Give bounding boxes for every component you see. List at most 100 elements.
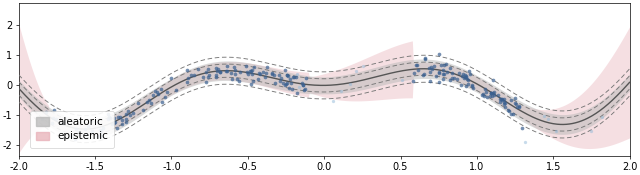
- Point: [445, 79, 456, 82]
- Point: [260, 75, 271, 78]
- Point: [152, 90, 162, 93]
- Point: [419, 57, 429, 60]
- Point: [110, 121, 120, 124]
- Point: [506, 112, 516, 115]
- Point: [203, 68, 213, 71]
- Point: [58, 122, 68, 125]
- Point: [440, 63, 451, 65]
- Point: [497, 98, 507, 101]
- Point: [211, 75, 221, 78]
- Point: [428, 68, 438, 71]
- Point: [289, 76, 299, 79]
- Point: [234, 80, 244, 83]
- Point: [419, 72, 429, 75]
- Point: [125, 114, 135, 117]
- Point: [229, 66, 239, 68]
- Point: [48, 117, 58, 120]
- Point: [120, 112, 131, 115]
- Point: [162, 91, 172, 93]
- Point: [438, 72, 448, 75]
- Point: [120, 120, 131, 123]
- Point: [543, 118, 553, 121]
- Point: [351, 70, 361, 73]
- Point: [280, 68, 291, 71]
- Point: [468, 86, 478, 89]
- Point: [268, 72, 278, 75]
- Point: [230, 69, 240, 71]
- Point: [227, 77, 237, 80]
- Point: [596, 116, 607, 118]
- Point: [152, 92, 163, 95]
- Point: [171, 89, 181, 92]
- Point: [495, 98, 505, 101]
- Point: [49, 109, 59, 112]
- Point: [294, 86, 305, 89]
- Point: [221, 69, 231, 72]
- Point: [115, 115, 125, 118]
- Point: [447, 77, 458, 80]
- Point: [269, 74, 279, 76]
- Point: [419, 74, 429, 77]
- Point: [83, 124, 93, 127]
- Point: [503, 108, 513, 111]
- Point: [96, 129, 106, 132]
- Point: [408, 80, 419, 83]
- Point: [504, 110, 514, 113]
- Point: [451, 78, 461, 80]
- Point: [484, 94, 495, 97]
- Point: [425, 80, 435, 83]
- Point: [232, 77, 242, 80]
- Point: [299, 89, 309, 91]
- Point: [123, 110, 133, 113]
- Point: [413, 69, 424, 72]
- Point: [497, 97, 507, 100]
- Point: [425, 71, 435, 74]
- Point: [463, 78, 473, 81]
- Point: [445, 66, 456, 69]
- Point: [429, 64, 439, 67]
- Point: [157, 101, 167, 104]
- Point: [193, 68, 204, 71]
- Point: [221, 69, 232, 72]
- Point: [464, 69, 474, 72]
- Point: [242, 71, 252, 74]
- Point: [246, 70, 257, 73]
- Point: [509, 96, 520, 99]
- Point: [462, 77, 472, 80]
- Point: [463, 83, 474, 86]
- Point: [514, 105, 524, 108]
- Point: [513, 105, 523, 108]
- Point: [282, 75, 292, 78]
- Point: [514, 106, 524, 108]
- Point: [489, 90, 499, 93]
- Point: [291, 76, 301, 79]
- Point: [460, 73, 470, 76]
- Point: [297, 82, 307, 85]
- Point: [244, 70, 255, 73]
- Point: [336, 89, 346, 92]
- Point: [230, 72, 240, 75]
- Point: [282, 82, 292, 85]
- Point: [538, 115, 548, 118]
- Point: [499, 103, 509, 105]
- Point: [95, 128, 106, 131]
- Point: [438, 68, 448, 71]
- Point: [182, 68, 192, 71]
- Point: [93, 134, 104, 137]
- Point: [520, 141, 531, 144]
- Point: [148, 94, 159, 96]
- Point: [276, 77, 287, 80]
- Point: [454, 72, 465, 75]
- Point: [458, 73, 468, 76]
- Point: [104, 116, 115, 119]
- Point: [460, 76, 470, 79]
- Point: [156, 88, 166, 91]
- Point: [516, 127, 527, 129]
- Point: [482, 96, 492, 98]
- Point: [408, 72, 419, 74]
- Point: [246, 83, 257, 86]
- Point: [493, 94, 503, 96]
- Point: [358, 65, 368, 68]
- Point: [36, 118, 47, 121]
- Point: [300, 88, 310, 91]
